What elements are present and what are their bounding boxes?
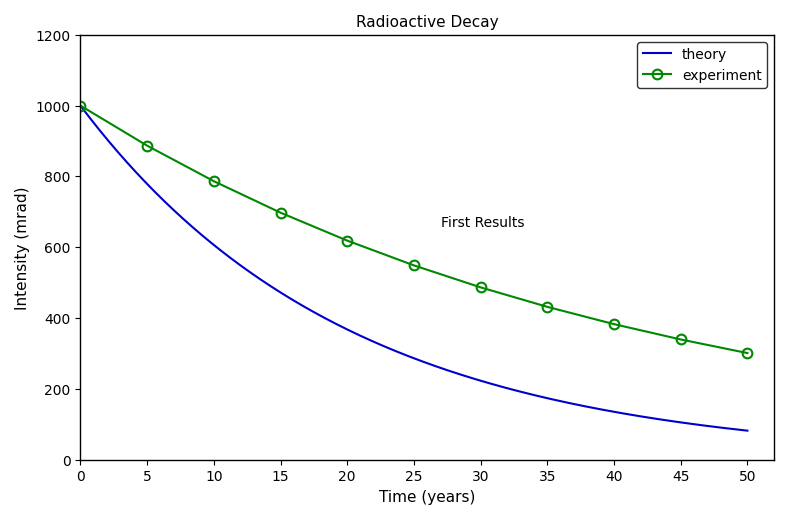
Text: First Results: First Results — [440, 215, 524, 229]
X-axis label: Time (years): Time (years) — [379, 489, 476, 504]
Title: Radioactive Decay: Radioactive Decay — [356, 15, 499, 30]
Y-axis label: Intensity (mrad): Intensity (mrad) — [15, 186, 30, 309]
Legend: theory, experiment: theory, experiment — [638, 42, 767, 88]
